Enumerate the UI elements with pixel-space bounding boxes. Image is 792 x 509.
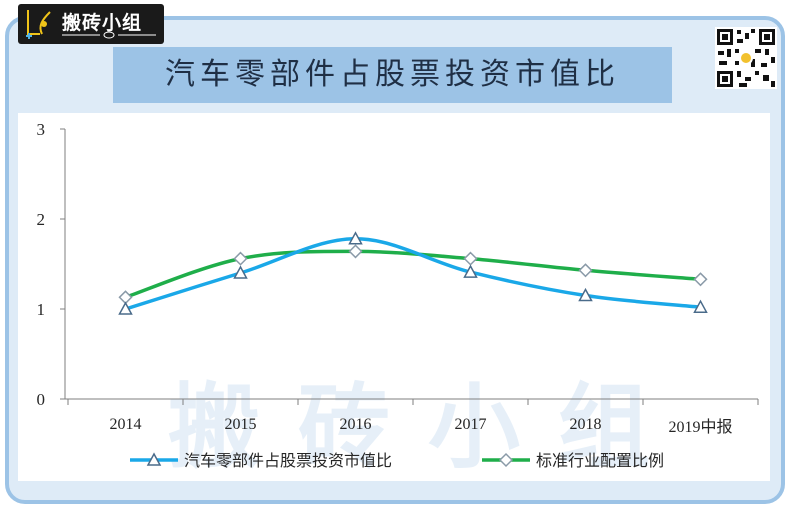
x-tick-label: 2016 xyxy=(340,416,372,433)
series-line-2 xyxy=(123,249,703,300)
x-tick-label: 2015 xyxy=(225,416,257,433)
qr-code-icon xyxy=(715,27,777,89)
y-tick-label: 0 xyxy=(37,390,46,409)
series-2-point xyxy=(463,251,478,266)
line-chart: 0 1 2 3 2014 2015 2016 2017 2018 2019中报汽车零部件占股票投资… xyxy=(37,120,759,470)
y-tick-label: 1 xyxy=(37,300,46,319)
x-tick-label: 2019中报 xyxy=(668,418,732,436)
series-1-point xyxy=(578,287,593,302)
series-2-point xyxy=(578,263,593,278)
x-tick-label: 2014 xyxy=(110,416,142,433)
x-tick-label: 2017 xyxy=(455,416,487,433)
series-2-point xyxy=(348,244,363,259)
series-1-point xyxy=(463,264,478,278)
legend-label-2: 标准行业配置比例 xyxy=(536,451,664,470)
brand-mark-icon xyxy=(26,10,51,39)
title-banner: 汽车零部件占股票投资市值比 xyxy=(113,47,672,103)
series-1-point xyxy=(118,301,133,315)
y-tick-label: 2 xyxy=(37,210,46,229)
legend-marker-1 xyxy=(146,452,162,466)
plot-area: 搬砖小组 0 1 2 3 2014 2015 2016 2017 2018 2019中报汽车零部件… xyxy=(18,113,770,481)
series-1-point xyxy=(693,299,708,313)
watermark-text: 搬砖小组 xyxy=(168,374,689,481)
brand-name: 搬砖小组 xyxy=(62,12,143,34)
brand-underline-icon xyxy=(62,31,156,39)
series-1-point xyxy=(348,231,363,245)
brand-logo: 搬砖小组 xyxy=(18,4,164,44)
series-line-1 xyxy=(123,237,703,311)
y-tick-label: 3 xyxy=(37,120,46,139)
series-2-point xyxy=(233,251,248,266)
legend-marker-2 xyxy=(498,452,514,468)
series-1-point xyxy=(233,265,248,279)
legend-label-1: 汽车零部件占股票投资市值比 xyxy=(184,451,392,470)
x-tick-label: 2018 xyxy=(570,416,602,433)
series-2-point xyxy=(693,272,708,287)
chart-title: 汽车零部件占股票投资市值比 xyxy=(165,57,620,92)
